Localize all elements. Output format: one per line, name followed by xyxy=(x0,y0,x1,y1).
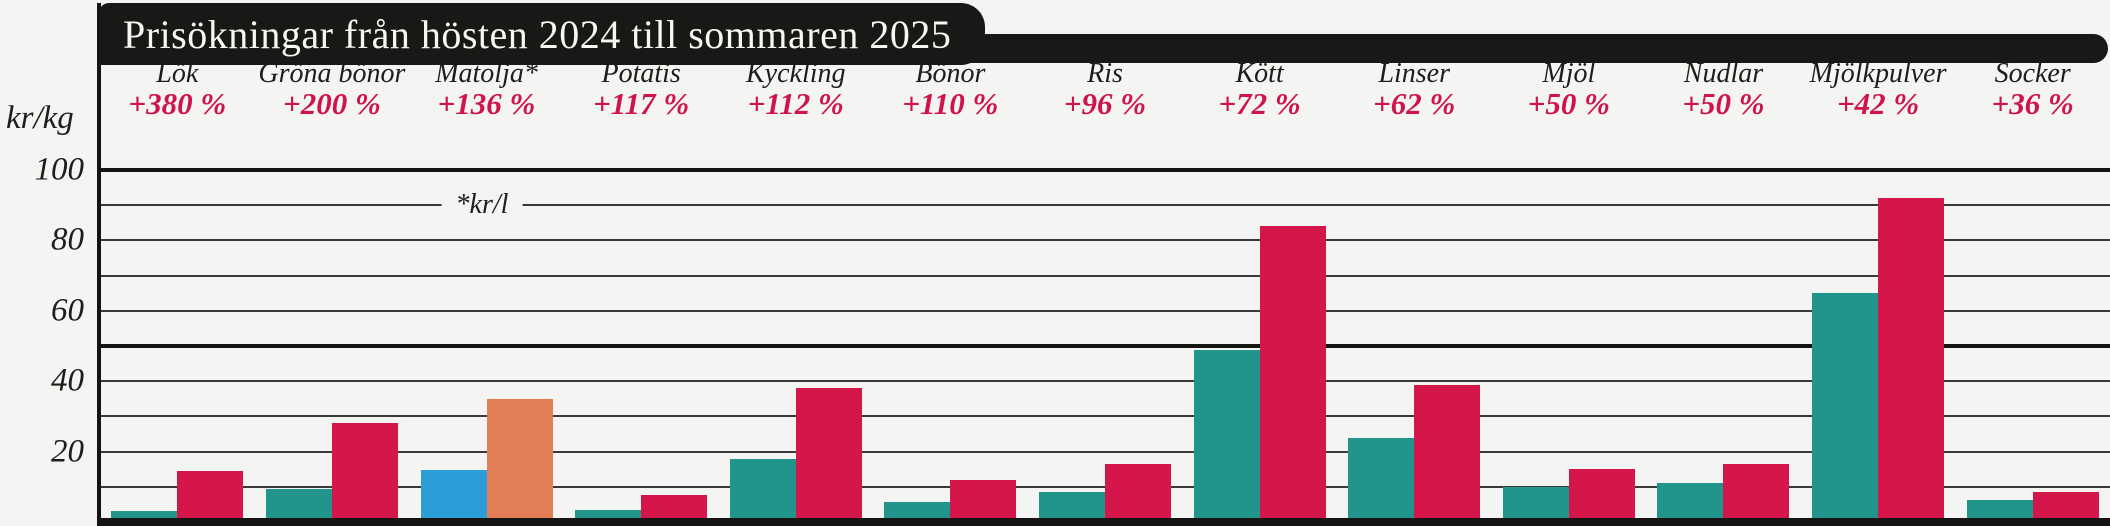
bar-Potatis-after xyxy=(641,495,708,522)
bar-Mjöl-after xyxy=(1568,469,1635,522)
gridline-20 xyxy=(100,450,2110,453)
percent-increase-label: +50 % xyxy=(1527,86,1610,121)
category-label: Nudlar xyxy=(1683,58,1764,89)
percent-increase-label: +380 % xyxy=(128,86,227,121)
bar-Matolja-after xyxy=(486,398,553,522)
gridline-50 xyxy=(100,344,2110,348)
bar-Nudlar-after xyxy=(1723,463,1790,522)
category-label: Linser xyxy=(1378,58,1451,89)
bar-Socker-after xyxy=(2032,491,2099,522)
bar-Matolja-before xyxy=(420,469,487,522)
bar-Mjöl-before xyxy=(1502,486,1569,522)
top-bar-rule xyxy=(900,34,2108,63)
y-tick-80: 80 xyxy=(51,221,84,258)
bar-Kyckling-before xyxy=(729,458,796,522)
gridline-90 xyxy=(100,204,2110,207)
y-tick-40: 40 xyxy=(51,362,84,399)
bar-Lök-before xyxy=(111,511,178,522)
category-label: Ris xyxy=(1087,58,1123,89)
bar-Mjölkpulver-before xyxy=(1812,293,1879,522)
bar-Grönabönor-before xyxy=(265,489,332,522)
y-tick-100: 100 xyxy=(34,151,85,188)
gridline-100 xyxy=(100,168,2110,172)
percent-increase-label: +200 % xyxy=(283,86,381,121)
percent-increase-label: +50 % xyxy=(1682,86,1765,121)
gridline-60 xyxy=(100,309,2110,312)
gridline-30 xyxy=(100,415,2110,418)
category-label: Socker xyxy=(1994,58,2071,89)
bar-Bönor-before xyxy=(884,501,951,522)
percent-increase-label: +36 % xyxy=(1991,86,2074,121)
title-banner: Prisökningar från hösten 2024 till somma… xyxy=(99,3,985,65)
y-tick-20: 20 xyxy=(51,433,84,470)
bar-Bönor-after xyxy=(950,479,1017,522)
percent-increase-label: +117 % xyxy=(593,86,690,121)
gridline-70 xyxy=(100,274,2110,277)
percent-increase-label: +136 % xyxy=(437,86,536,121)
bar-Ris-after xyxy=(1105,463,1171,522)
category-label: Mjölkpulver xyxy=(1809,58,1947,89)
bar-Grönabönor-after xyxy=(331,423,398,522)
chart-title: Prisökningar från hösten 2024 till somma… xyxy=(123,11,952,57)
gridline-80 xyxy=(100,239,2110,242)
percent-increase-label: +96 % xyxy=(1063,86,1147,121)
x-axis-baseline xyxy=(97,518,2110,526)
bar-Linser-before xyxy=(1348,437,1415,522)
y-tick-60: 60 xyxy=(51,292,84,329)
bar-Kött-after xyxy=(1259,226,1326,522)
bar-Linser-after xyxy=(1414,384,1481,522)
percent-increase-label: +42 % xyxy=(1836,86,1920,121)
category-label: Mjöl xyxy=(1542,58,1596,89)
bar-Kyckling-after xyxy=(795,387,862,522)
percent-increase-label: +72 % xyxy=(1218,86,1301,121)
percent-increase-label: +110 % xyxy=(902,86,999,121)
y-axis-line xyxy=(97,3,101,526)
y-axis-unit-label: kr/kg xyxy=(6,100,74,136)
category-label: Kött xyxy=(1235,58,1284,89)
bar-Ris-before xyxy=(1039,492,1105,522)
bar-Lök-after xyxy=(177,471,244,522)
percent-increase-label: +112 % xyxy=(747,86,844,121)
bar-Socker-before xyxy=(1966,499,2033,522)
bar-Nudlar-before xyxy=(1657,483,1724,522)
kr-per-liter-footnote: *kr/l xyxy=(441,189,523,222)
percent-increase-label: +62 % xyxy=(1373,86,1456,121)
gridline-40 xyxy=(100,380,2110,383)
bar-Mjölkpulver-after xyxy=(1878,198,1945,522)
bar-Kött-before xyxy=(1193,349,1260,522)
